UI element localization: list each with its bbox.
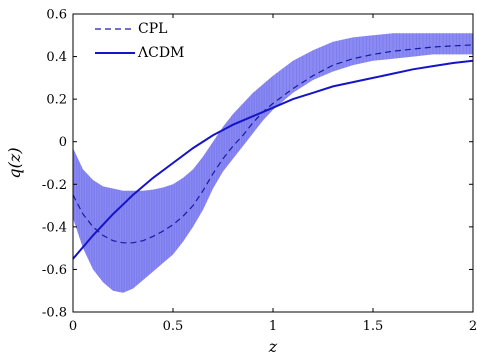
y-tick-label: -0.8 (42, 306, 67, 321)
y-axis-label: q(z) (5, 147, 24, 178)
x-tick-label: 1 (269, 319, 277, 334)
legend: CPL ΛCDM (88, 18, 200, 68)
series-line-cpl (72, 44, 474, 244)
series-line-lcdm (72, 59, 474, 260)
x-axis-label: z (268, 337, 278, 356)
y-tick-label: 0 (59, 135, 67, 150)
legend-box (88, 18, 200, 68)
y-tick-label: 0.4 (46, 50, 67, 65)
legend-entry-lcdm: ΛCDM (137, 45, 184, 61)
ticks-layer: 0 0.5 1 1.5 2 -0.8 -0.6 -0.4 -0.2 0 0.2 0.4 0.6 (42, 8, 477, 335)
x-tick-label: 0 (69, 319, 77, 334)
y-tick-label: -0.2 (42, 178, 67, 193)
confidence-band (72, 33, 473, 293)
y-tick-label: 0.6 (46, 8, 67, 23)
series-layer (72, 44, 474, 260)
y-tick-label: -0.4 (42, 220, 67, 235)
x-tick-label: 2 (469, 319, 477, 334)
x-tick-label: 0.5 (163, 319, 184, 334)
x-tick-label: 1.5 (363, 319, 384, 334)
legend-entry-cpl: CPL (138, 21, 167, 37)
y-tick-label: 0.2 (46, 93, 67, 108)
y-tick-label: -0.6 (42, 263, 67, 278)
